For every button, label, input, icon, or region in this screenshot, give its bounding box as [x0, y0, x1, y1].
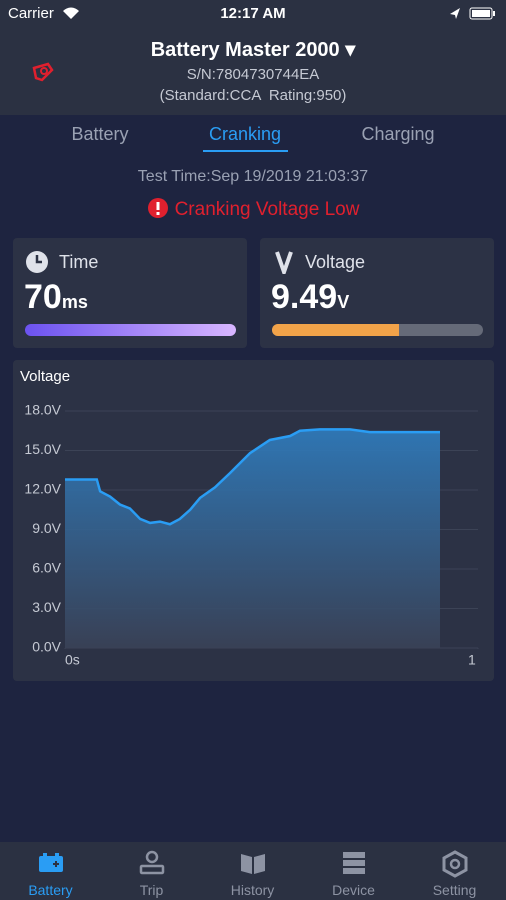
nav-glyph [39, 853, 63, 872]
logo-icon [32, 62, 54, 82]
metric-card: Time 70ms [13, 238, 247, 348]
metric-label: Voltage [305, 252, 366, 272]
metric-value-row: 70ms [24, 278, 88, 317]
y-tick-label: 0.0V [32, 639, 61, 655]
clock-icon [26, 251, 48, 273]
voltage-bar [272, 324, 483, 336]
nav-glyph [442, 850, 468, 878]
carrier: Carrier [8, 5, 54, 22]
spec: (Standard:CCA Rating:950) [159, 87, 347, 104]
metric-unit: V [337, 292, 350, 312]
y-tick-label: 12.0V [24, 481, 61, 497]
nav-label[interactable]: Battery [28, 882, 73, 898]
device-name[interactable]: Battery Master 2000 [150, 39, 340, 61]
serial: S/N:7804730744EA [186, 66, 320, 83]
clock: 12:17 AM [220, 5, 286, 22]
x-tick-label: 0s [65, 652, 80, 668]
metric-value: 70 [24, 278, 62, 316]
tab[interactable]: Cranking [208, 124, 282, 144]
y-tick-label: 15.0V [24, 441, 61, 457]
x-tick-label: 1 [468, 652, 476, 668]
test-time: Test Time:Sep 19/2019 21:03:37 [137, 168, 369, 185]
tab[interactable]: Charging [361, 124, 435, 144]
nav-icon[interactable] [440, 850, 470, 878]
nav-glyph [241, 854, 265, 874]
header: Battery Master 2000 ▾ S/N:7804730744EA (… [0, 28, 506, 115]
status-bar: Carrier 12:17 AM [0, 0, 506, 28]
voltage-icon [275, 251, 293, 274]
area [65, 429, 441, 648]
nav-icon[interactable] [238, 850, 268, 878]
nav-icon[interactable] [339, 850, 369, 878]
metric-value-row: 9.49V [271, 278, 349, 317]
tab-underline [203, 150, 288, 152]
nav-label[interactable]: History [230, 882, 275, 898]
alert: Cranking Voltage Low [0, 197, 506, 221]
voltage-bar-fill [272, 324, 399, 336]
metric-label: Time [59, 252, 99, 272]
y-tick-label: 6.0V [32, 560, 61, 576]
device-title[interactable]: Battery Master 2000 ▾ [150, 39, 356, 61]
chart-title: Voltage [20, 368, 70, 385]
nav-icon[interactable] [137, 850, 167, 878]
nav-label[interactable]: Device [332, 882, 375, 898]
nav-label[interactable]: Setting [432, 882, 477, 898]
battery-status [450, 7, 495, 20]
alert-icon [147, 198, 168, 218]
nav-icon[interactable] [36, 850, 66, 878]
metric-card: Voltage 9.49V [260, 238, 494, 348]
metric-unit: ms [61, 292, 88, 312]
nav-glyph [343, 852, 365, 874]
alert-text: Cranking Voltage Low [174, 199, 360, 220]
nav-glyph [139, 850, 165, 875]
tab[interactable]: Battery [71, 124, 129, 144]
metric-value: 9.49 [271, 278, 338, 316]
y-tick-label: 9.0V [32, 520, 61, 536]
nav-label[interactable]: Trip [139, 882, 164, 898]
line [65, 428, 441, 526]
y-tick-label: 18.0V [24, 402, 61, 418]
y-tick-label: 3.0V [32, 599, 61, 615]
chart: Voltage 0.0V 3.0V 6.0V 9.0V 12.0V 15.0V 18.0V 0… [13, 360, 494, 681]
wifi-icon [63, 7, 79, 19]
time-bar [25, 324, 236, 336]
bottom-nav [0, 842, 506, 900]
